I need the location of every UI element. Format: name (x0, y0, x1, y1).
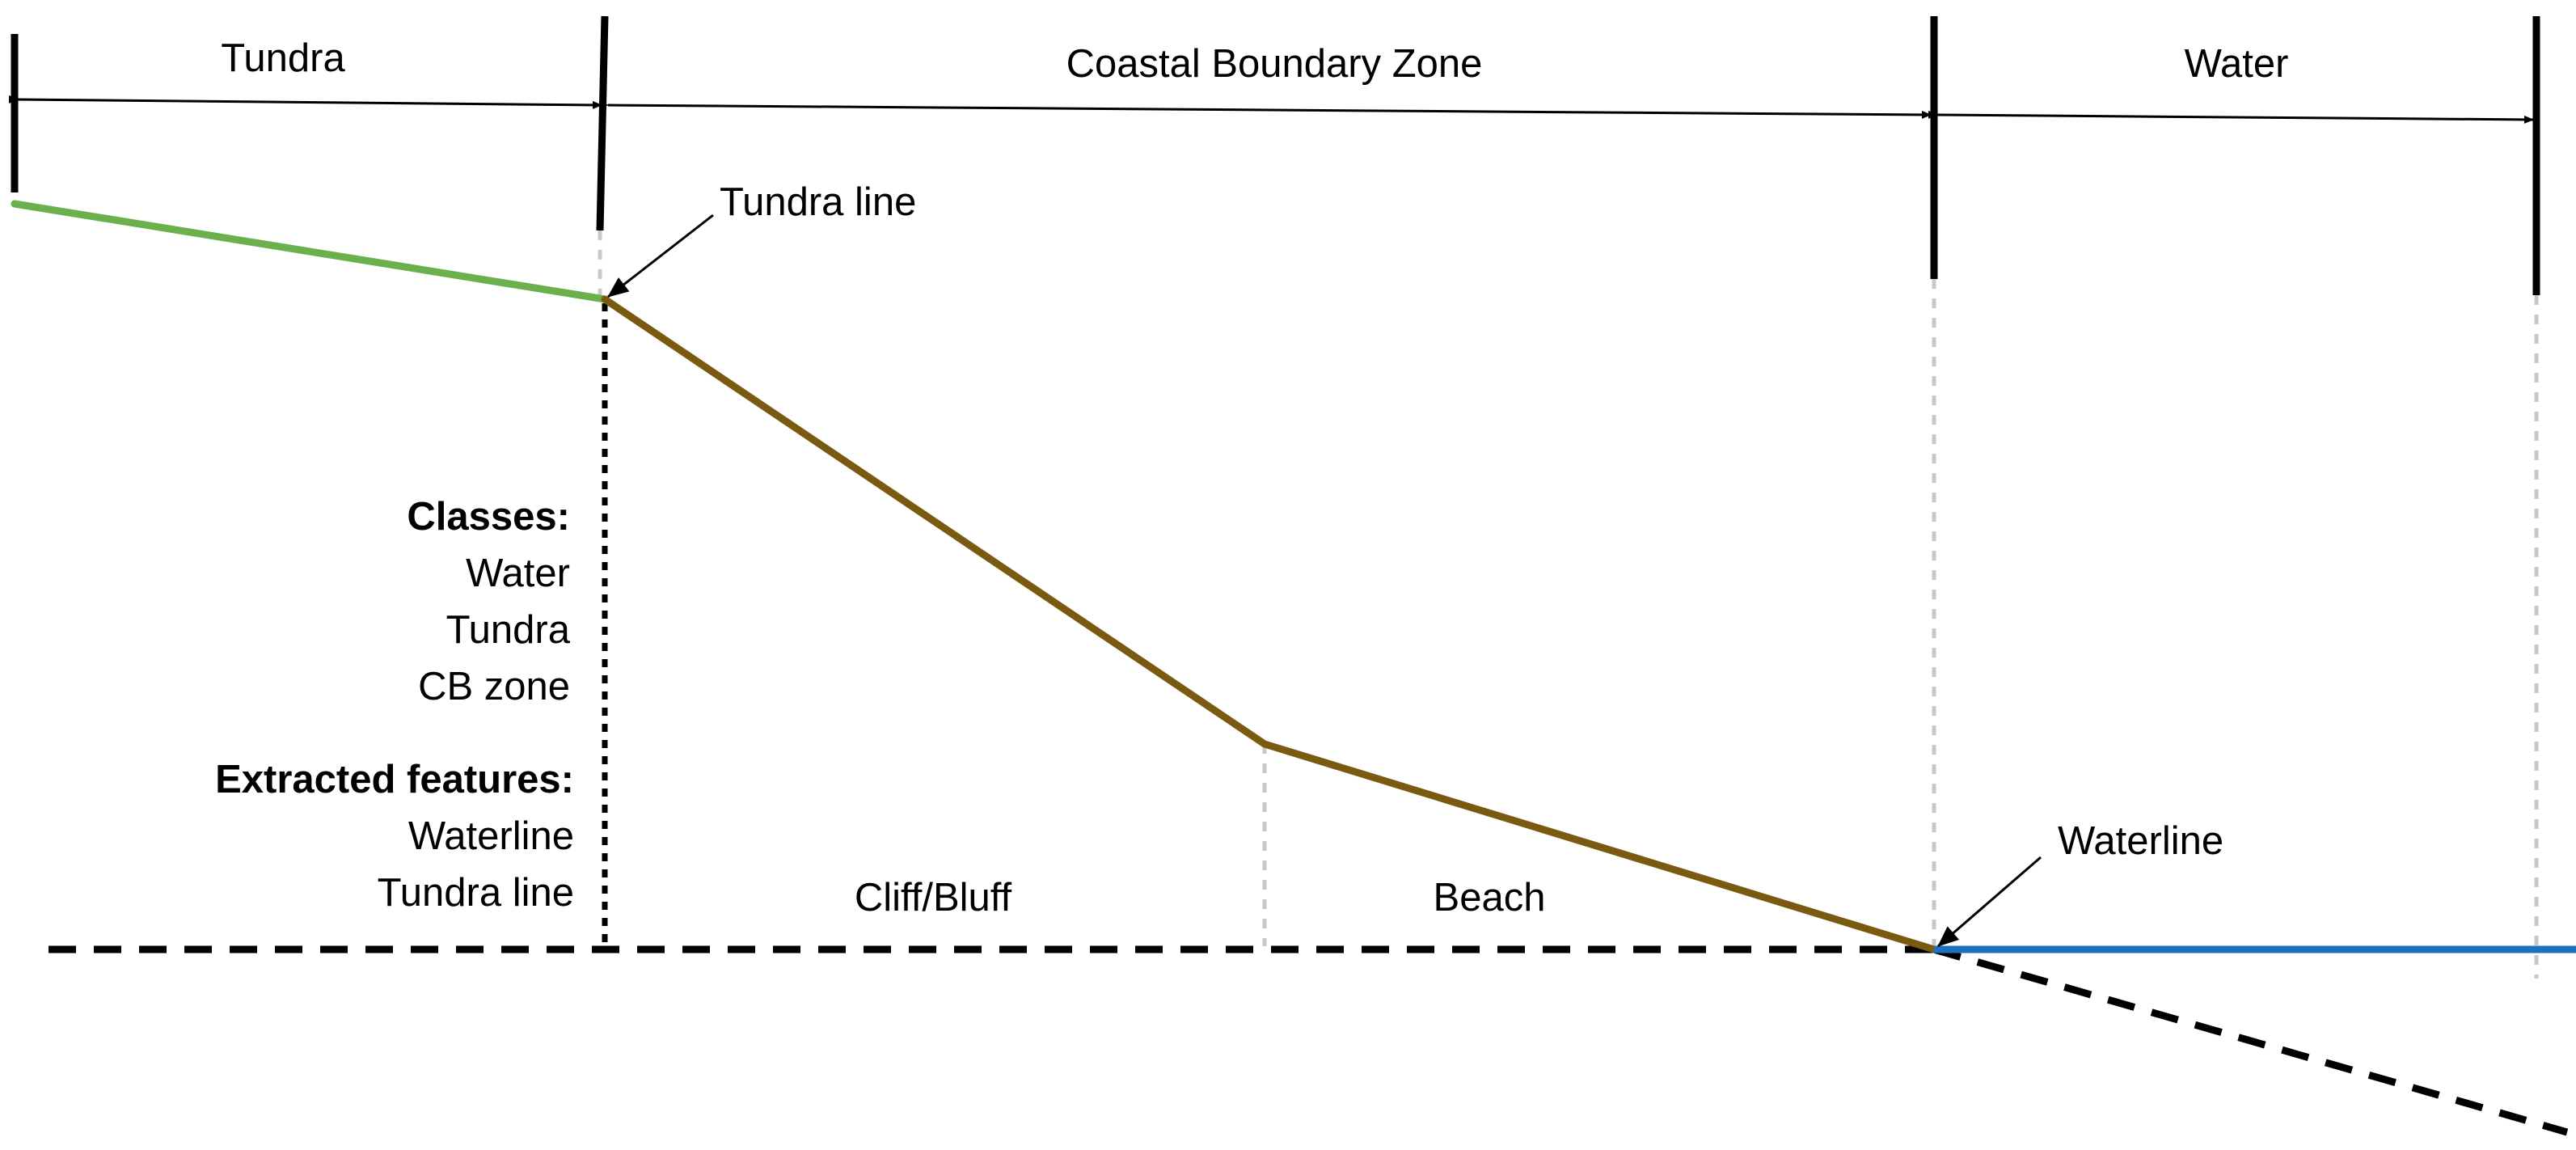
legend: Classes: Water Tundra CB zone Extracted … (215, 495, 574, 915)
legend-features-heading: Extracted features: (215, 758, 574, 801)
tundra-line-pointer (607, 214, 714, 298)
legend-classes-heading: Classes: (407, 495, 570, 539)
annotation-waterline: Waterline (2058, 819, 2223, 863)
legend-class-item: Water (466, 552, 570, 595)
legend-feature-item: Tundra line (378, 871, 574, 915)
zone-arrows (8, 95, 2534, 124)
tundra-extent-arrow (8, 95, 602, 109)
zone-label-tundra: Tundra (221, 36, 345, 80)
waterline-pointer (1937, 856, 2042, 948)
zone-label-water: Water (2185, 42, 2289, 86)
legend-feature-item: Waterline (408, 814, 574, 858)
annotation-tundra-line: Tundra line (720, 180, 916, 224)
cbz-extent-arrow (598, 100, 1932, 119)
legend-class-item: CB zone (418, 665, 570, 708)
segment-label-beach: Beach (1434, 876, 1546, 920)
segment-label-cliff-bluff: Cliff/Bluff (855, 876, 1012, 920)
water-extent-arrow (1928, 110, 2534, 124)
guide-lines (598, 230, 2539, 979)
baseline-dashed (49, 945, 2569, 1136)
zone-label-coastal-boundary-zone: Coastal Boundary Zone (1066, 42, 1483, 86)
boundary-tundra-cbz (596, 15, 609, 231)
legend-class-item: Tundra (446, 608, 571, 652)
zone-boundaries (11, 15, 2540, 295)
coastal-profile (601, 295, 1938, 953)
tundra-surface (11, 200, 609, 303)
baseline-offshore-slope (1932, 945, 2569, 1136)
